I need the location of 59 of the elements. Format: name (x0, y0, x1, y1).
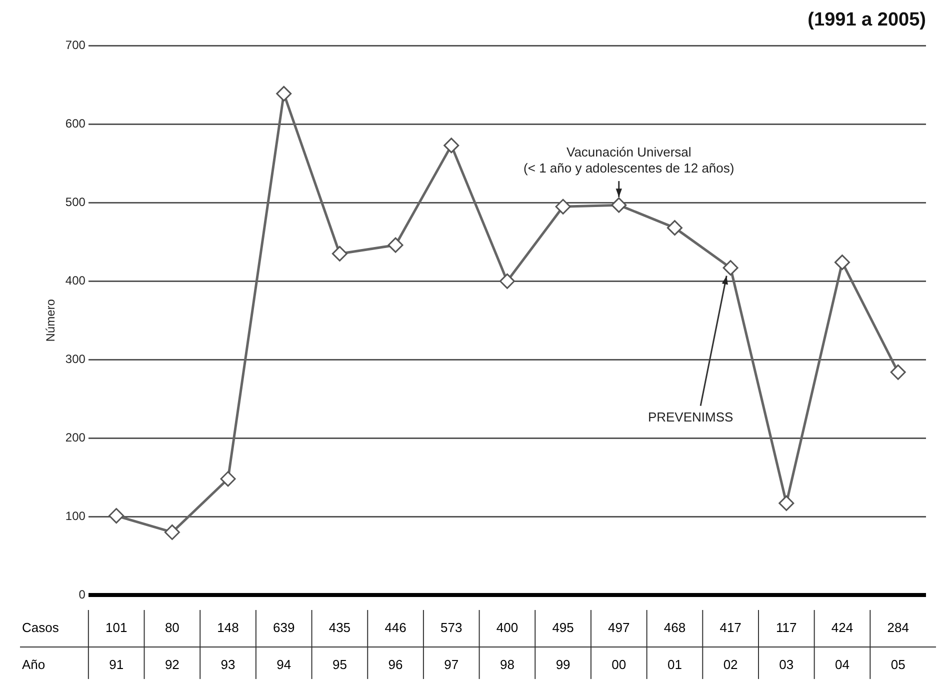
data-label: 117 (776, 620, 797, 636)
point (444, 138, 460, 154)
data-label: 400 (496, 620, 518, 636)
x-tick-label: 97 (444, 657, 459, 672)
x-axis-title: Año (22, 657, 46, 672)
y-tick-label: 300 (65, 352, 86, 366)
data-label: 495 (552, 620, 574, 636)
y-tick-label: 600 (65, 116, 86, 131)
data-label: 101 (105, 620, 128, 636)
y-tick-label: 200 (65, 430, 86, 444)
point (555, 198, 571, 214)
x-tick-label: 93 (220, 657, 236, 672)
data-label: 148 (217, 620, 239, 636)
point (890, 364, 906, 380)
point (108, 508, 124, 524)
x-tick-label: 92 (164, 657, 180, 672)
point (834, 254, 850, 270)
x-tick-label: 05 (890, 657, 906, 672)
data-label: 446 (384, 620, 406, 636)
text: Casos (22, 620, 60, 636)
data-label: 417 (720, 620, 742, 636)
data-label: 424 (831, 620, 854, 636)
point (220, 471, 236, 487)
chart-title: (1991 a 2005) (808, 10, 926, 31)
point (332, 246, 348, 262)
x-tick-label: 04 (835, 657, 850, 672)
x-tick-label: 03 (779, 657, 794, 672)
y-tick-label: 0 (78, 587, 86, 602)
y-tick-label: 400 (65, 273, 86, 288)
data-label: 639 (273, 620, 295, 636)
point (722, 260, 738, 276)
annotation: Vacunación Universal (< 1 año y adolescentes de 12 años) (524, 144, 734, 176)
x-tick-label: 99 (556, 657, 570, 672)
point (499, 273, 515, 289)
data-label: 573 (440, 620, 462, 636)
x-tick-label: 98 (500, 657, 514, 672)
x-tick-label: 01 (667, 657, 682, 672)
data-label: 80 (164, 620, 180, 636)
data-label: 497 (608, 620, 630, 636)
y-axis-title: Número (44, 298, 58, 342)
y-tick-label: 500 (65, 195, 86, 210)
point (611, 197, 627, 213)
data-label: 284 (887, 620, 909, 636)
x-tick-label: 94 (276, 657, 292, 672)
point (164, 524, 180, 540)
x-tick-label: 91 (109, 657, 124, 672)
point (388, 237, 404, 253)
y-tick-label: 100 (65, 508, 86, 523)
x-tick-label: 00 (612, 657, 626, 672)
point (666, 220, 682, 236)
point (276, 86, 292, 102)
y-tick-label: 700 (65, 38, 86, 52)
point (778, 495, 794, 511)
data-label: 468 (664, 620, 686, 636)
x-tick-label: 96 (388, 657, 403, 672)
x-tick-label: 02 (723, 657, 738, 672)
data-label: 435 (328, 620, 351, 636)
annotation: PREVENIMSS (648, 409, 734, 424)
x-tick-label: 95 (332, 657, 347, 672)
